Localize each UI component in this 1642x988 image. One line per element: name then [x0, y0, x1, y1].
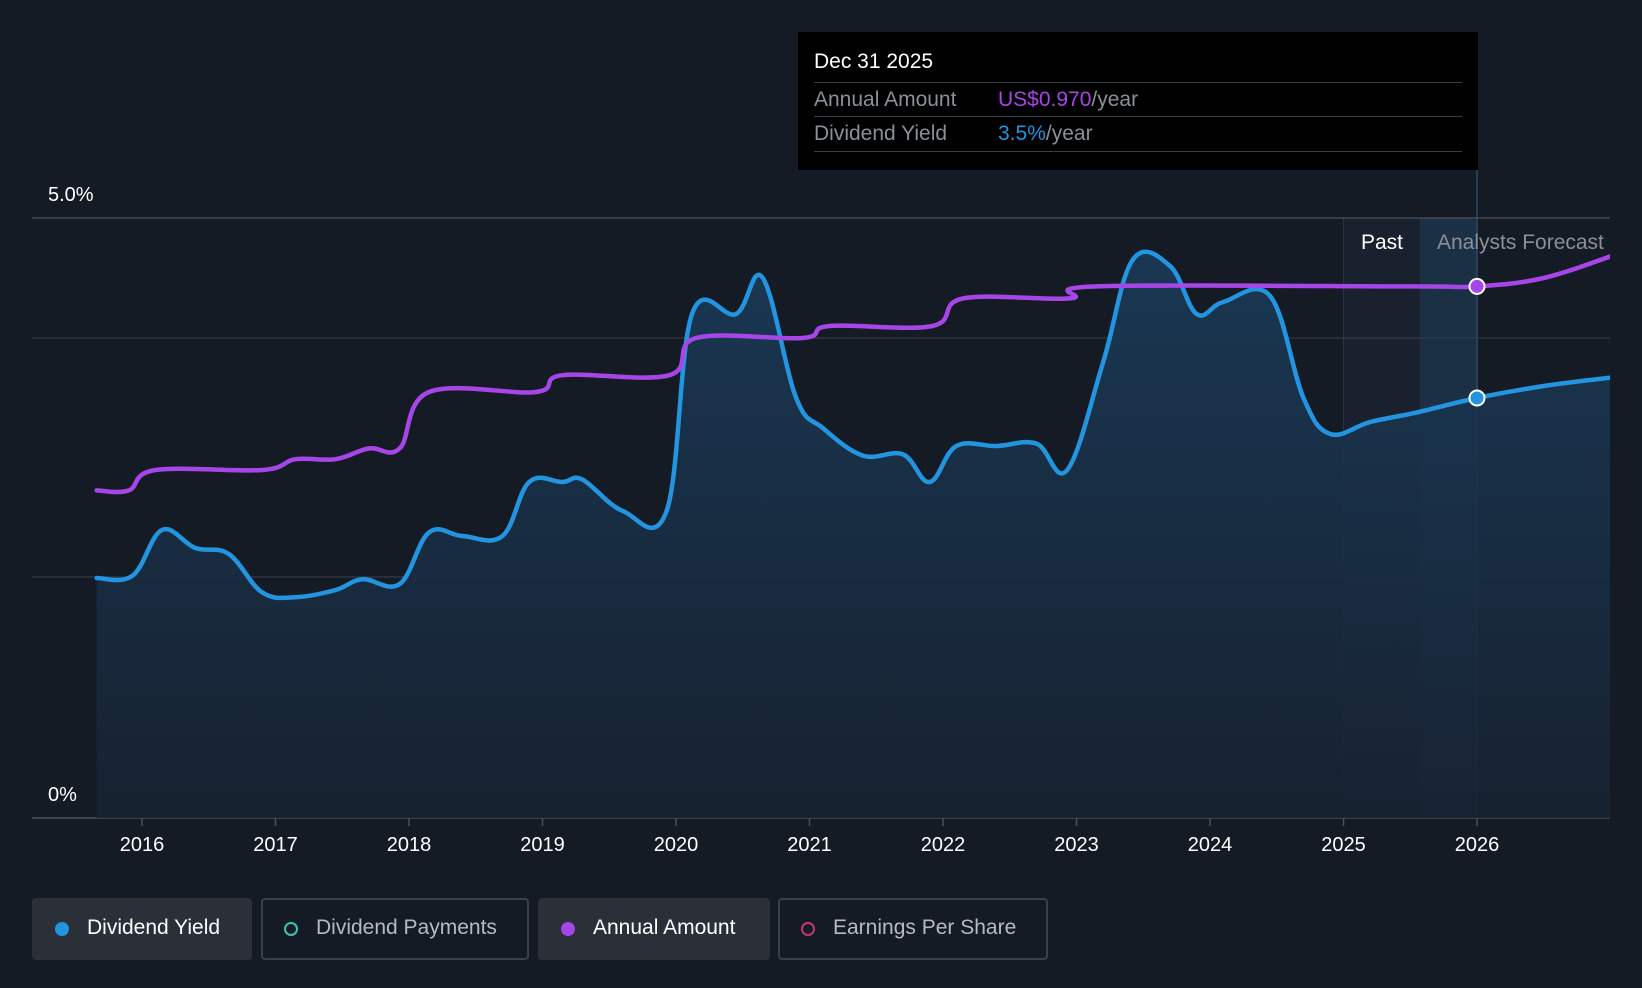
legend-dot-icon [284, 922, 298, 936]
legend-earnings-per-share[interactable]: Earnings Per Share [778, 898, 1048, 960]
legend-label: Earnings Per Share [833, 916, 1017, 939]
annual-amount-line [94, 254, 1610, 495]
x-tick-label: 2023 [1054, 834, 1099, 856]
tooltip-value-number: US$0.970 [998, 88, 1092, 111]
dividend-yield-highlight-point [1468, 389, 1486, 407]
x-tick-label: 2021 [787, 834, 832, 856]
x-tick-label: 2025 [1321, 834, 1366, 856]
tooltip-value-unit: /year [1045, 122, 1093, 145]
legend-annual-amount[interactable]: Annual Amount [538, 898, 770, 960]
annual-amount-highlight-point [1468, 277, 1486, 295]
legend-dividend-yield[interactable]: Dividend Yield [32, 898, 252, 960]
y-tick-label: 0% [48, 784, 77, 806]
hover-tooltip: Dec 31 2025 Annual Amount US$0.970/year … [798, 32, 1478, 170]
tooltip-value-unit: /year [1091, 88, 1139, 111]
tooltip-value-number: 3.5% [998, 122, 1046, 145]
legend-dot-icon [55, 922, 69, 936]
x-tick-label: 2016 [120, 834, 165, 856]
legend-label: Annual Amount [593, 916, 736, 939]
tooltip-row-annual-amount: Annual Amount US$0.970/year [814, 82, 1462, 117]
x-tick-label: 2017 [253, 834, 298, 856]
tooltip-date: Dec 31 2025 [814, 50, 934, 73]
past-region-label: Past [1361, 231, 1403, 254]
dividend-yield-area [96, 251, 1610, 818]
forecast-region-label: Analysts Forecast [1437, 231, 1604, 254]
tooltip-value: 3.5%/year [998, 122, 1093, 146]
legend-label: Dividend Payments [316, 916, 497, 939]
legend-dividend-payments[interactable]: Dividend Payments [261, 898, 529, 960]
tooltip-value: US$0.970/year [998, 88, 1138, 112]
x-tick-label: 2018 [387, 834, 432, 856]
x-tick-label: 2024 [1188, 834, 1233, 856]
legend-label: Dividend Yield [87, 916, 221, 939]
x-tick-label: 2019 [520, 834, 565, 856]
dividend-yield-line [94, 249, 1610, 601]
tooltip-label: Dividend Yield [814, 122, 948, 145]
x-tick-label: 2020 [654, 834, 699, 856]
x-tick-label: 2022 [921, 834, 966, 856]
y-tick-label: 5.0% [48, 184, 94, 206]
legend-dot-icon [561, 922, 575, 936]
tooltip-row-dividend-yield: Dividend Yield 3.5%/year [814, 116, 1462, 152]
x-tick-label: 2026 [1455, 834, 1500, 856]
legend-dot-icon [801, 922, 815, 936]
tooltip-label: Annual Amount [814, 88, 957, 111]
